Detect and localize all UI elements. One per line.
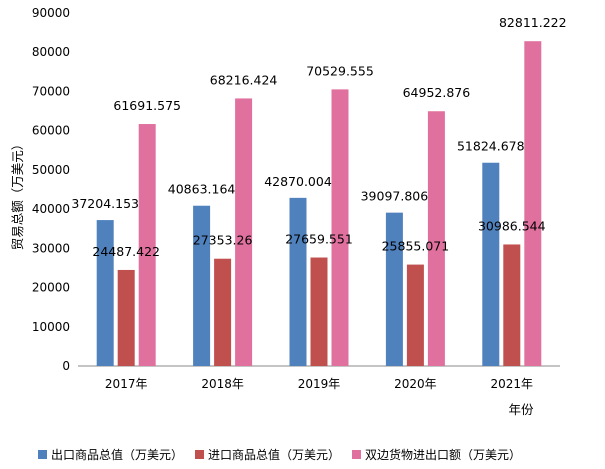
- legend: 出口商品总值（万美元） 进口商品总值（万美元） 双边货物进出口额（万美元）: [38, 446, 521, 463]
- x-axis-title: 年份: [508, 402, 534, 417]
- data-label: 68216.424: [210, 72, 278, 87]
- data-labels: 37204.153 24487.422 61691.575 40863.164 2735…: [71, 15, 566, 259]
- data-label: 37204.153: [71, 196, 139, 211]
- data-label: 40863.164: [168, 182, 236, 197]
- bar-series-1: [96, 220, 114, 366]
- bar-series-3: [427, 111, 445, 366]
- bar-series-2: [214, 258, 232, 366]
- data-label: 25855.071: [382, 239, 450, 254]
- data-label: 51824.678: [457, 139, 525, 154]
- data-label: 82811.222: [499, 15, 567, 30]
- data-label: 61691.575: [113, 98, 181, 113]
- y-axis-ticks: 0 10000 20000 30000 40000 50000 60000 70000 8000…: [32, 6, 70, 373]
- data-label: 64952.876: [403, 85, 471, 100]
- data-label: 39097.806: [361, 189, 429, 204]
- y-tick-label: 90000: [32, 6, 70, 20]
- data-label: 24487.422: [92, 244, 160, 259]
- bars: [96, 41, 542, 367]
- x-tick-label: 2019年: [298, 377, 341, 391]
- legend-label: 出口商品总值（万美元）: [51, 448, 184, 462]
- bar-series-1: [193, 205, 211, 366]
- bar-series-1: [482, 162, 500, 366]
- legend-label: 双边货物进出口额（万美元）: [365, 448, 522, 462]
- y-tick-label: 20000: [32, 281, 70, 295]
- x-tick-label: 2021年: [491, 377, 534, 391]
- y-tick-label: 10000: [32, 320, 70, 334]
- bar-series-2: [503, 244, 521, 366]
- y-tick-label: 30000: [32, 241, 70, 255]
- data-label: 42870.004: [264, 174, 332, 189]
- y-tick-label: 80000: [32, 45, 70, 59]
- legend-item-3: 双边货物进出口额（万美元）: [352, 446, 521, 463]
- y-tick-label: 50000: [32, 163, 70, 177]
- y-tick-label: 40000: [32, 202, 70, 216]
- bar-series-3: [524, 41, 542, 366]
- legend-label: 进口商品总值（万美元）: [208, 448, 341, 462]
- data-label: 70529.555: [306, 63, 374, 78]
- y-tick-label: 70000: [32, 84, 70, 98]
- x-axis-ticks: 2017年 2018年 2019年 2020年 2021年: [105, 377, 533, 391]
- legend-item-2: 进口商品总值（万美元）: [195, 446, 340, 463]
- bar-series-2: [117, 269, 135, 366]
- bar-series-1: [289, 197, 307, 366]
- x-tick-label: 2018年: [201, 377, 244, 391]
- data-label: 27659.551: [285, 232, 353, 247]
- legend-item-1: 出口商品总值（万美元）: [38, 446, 183, 463]
- bar-series-1: [385, 212, 403, 366]
- bar-series-3: [235, 98, 253, 366]
- x-tick-label: 2017年: [105, 377, 148, 391]
- legend-swatch: [195, 450, 205, 459]
- legend-swatch: [352, 450, 362, 459]
- bar-series-2: [406, 264, 424, 366]
- data-label: 27353.26: [193, 233, 253, 248]
- data-label: 30986.544: [478, 218, 546, 233]
- legend-swatch: [38, 450, 47, 459]
- bar-series-3: [138, 124, 156, 366]
- y-axis-title: 贸易总额（万美元）: [10, 138, 25, 251]
- x-tick-label: 2020年: [394, 377, 437, 391]
- y-tick-label: 60000: [32, 124, 70, 138]
- y-tick-label: 0: [62, 359, 70, 373]
- bar-series-3: [331, 89, 349, 367]
- bar-series-2: [310, 257, 328, 366]
